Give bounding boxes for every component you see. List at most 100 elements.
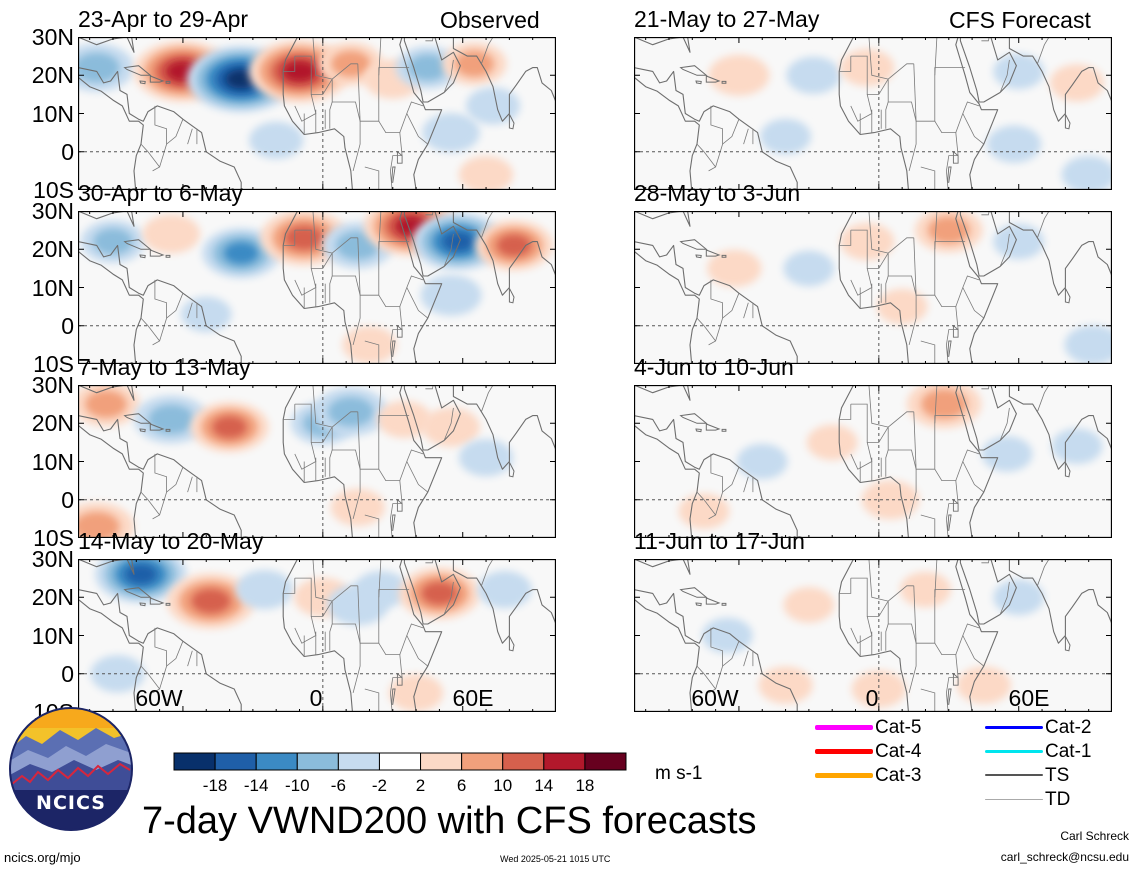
country-borders (140, 37, 494, 190)
negative-anomaly (783, 250, 835, 287)
positive-anomaly (458, 156, 514, 190)
observed-label: Observed (440, 7, 540, 33)
country-borders (140, 211, 494, 364)
negative-anomaly (477, 570, 532, 609)
storm-legend-line (815, 724, 873, 730)
panel-ticks (78, 211, 556, 364)
author: Carl Schreck (1060, 829, 1129, 843)
lat-label: 10N (31, 448, 74, 475)
panel-ticks (78, 37, 556, 190)
map-panel (78, 37, 556, 190)
country-borders (140, 559, 494, 712)
positive-anomaly (85, 390, 127, 418)
storm-legend-line (985, 774, 1043, 776)
colorbar-tick-label: -6 (331, 776, 346, 795)
negative-anomaly (1064, 325, 1112, 364)
positive-anomaly (284, 225, 324, 251)
coastlines (634, 37, 1112, 190)
colorbar-swatch (461, 752, 504, 771)
colorbar-swatch (502, 752, 545, 771)
positive-anomaly (142, 214, 201, 254)
colorbar-swatch (420, 752, 463, 771)
country-borders (696, 211, 1050, 364)
positive-anomaly (1049, 64, 1105, 102)
map-panel-svg (78, 211, 556, 364)
colorbar-tick-label: -14 (244, 776, 269, 795)
storm-legend-line (985, 798, 1043, 800)
storm-legend-label: TD (1045, 789, 1071, 810)
lon-label: 0 (865, 685, 879, 711)
positive-anomaly (78, 511, 120, 538)
negative-anomaly (1051, 428, 1103, 464)
storm-legend-line (985, 725, 1043, 729)
panel-title: 11-Jun to 17-Jun (634, 528, 805, 554)
colorbar-tick-label: 6 (457, 776, 466, 795)
positive-anomaly (422, 407, 480, 447)
lat-label: 30N (31, 546, 74, 572)
positive-anomaly (330, 488, 385, 527)
panel-title: 21-May to 27-May (634, 6, 820, 32)
colorbar-units: m s-1 (655, 763, 703, 784)
country-borders (696, 385, 1050, 538)
map-panel-svg (634, 559, 1112, 712)
panel-title: 30-Apr to 6-May (78, 180, 243, 206)
lat-label: 0 (61, 312, 74, 339)
panel-ticks (634, 37, 1112, 190)
colorbar-swatch (337, 752, 380, 771)
negative-anomaly (93, 228, 133, 255)
lat-label: 10S (33, 351, 74, 377)
timestamp: Wed 2025-05-21 1015 UTC (500, 854, 611, 864)
positive-anomaly (758, 666, 813, 704)
map-panel (78, 211, 556, 364)
negative-anomaly (993, 53, 1045, 90)
colorbar-tick-label: 14 (534, 776, 553, 795)
coastlines (78, 559, 556, 712)
colorbar-svg: -18 -14 -10 -6 -2 2 6 10 14 18 (173, 752, 627, 795)
lat-label: 30N (31, 24, 74, 50)
negative-anomaly (701, 617, 753, 654)
lat-label: 30N (31, 372, 74, 398)
colorbar-tick-label: 2 (416, 776, 425, 795)
colorbar-tick-label: 10 (493, 776, 512, 795)
positive-anomaly (421, 581, 458, 605)
positive-anomaly (212, 416, 247, 439)
positive-anomaly (281, 60, 318, 83)
site-link[interactable]: ncics.org/mjo (4, 850, 81, 865)
negative-anomaly (420, 274, 482, 316)
positive-anomaly (708, 54, 770, 96)
colorbar-swatch (214, 752, 257, 771)
negative-anomaly (78, 52, 120, 83)
colorbar-tick-label: 18 (575, 776, 594, 795)
positive-anomaly (707, 249, 762, 288)
storm-legend-label: Cat-2 (1045, 717, 1092, 738)
lat-label: 30N (31, 198, 74, 224)
lat-label: 20N (31, 62, 74, 89)
negative-anomaly (1061, 156, 1112, 190)
negative-anomaly (148, 404, 195, 435)
negative-anomaly (249, 121, 304, 159)
positive-anomaly (851, 670, 906, 708)
map-panel (634, 385, 1112, 538)
country-borders (140, 385, 494, 538)
positive-anomaly (927, 216, 970, 244)
country-borders (696, 559, 1050, 712)
negative-anomaly (987, 125, 1042, 163)
colorbar-swatch (543, 752, 586, 771)
panel-ticks (634, 559, 1112, 712)
positive-anomaly (876, 288, 928, 325)
storm-legend-label: TS (1045, 765, 1070, 786)
colorbar-tick-label: -18 (203, 776, 228, 795)
country-borders (696, 37, 1050, 190)
lon-label: 60E (1008, 685, 1050, 711)
lon-label: 0 (309, 685, 323, 711)
colorbar-tick-label: -2 (372, 776, 387, 795)
positive-anomaly (191, 588, 231, 614)
colorbar-swatch (296, 752, 339, 771)
coastlines (78, 211, 556, 364)
panel-ticks (634, 211, 1112, 364)
colorbar-swatch (378, 752, 422, 771)
lon-label: 60E (452, 685, 494, 711)
panel-ticks (78, 559, 556, 712)
lat-label: 0 (61, 486, 74, 513)
